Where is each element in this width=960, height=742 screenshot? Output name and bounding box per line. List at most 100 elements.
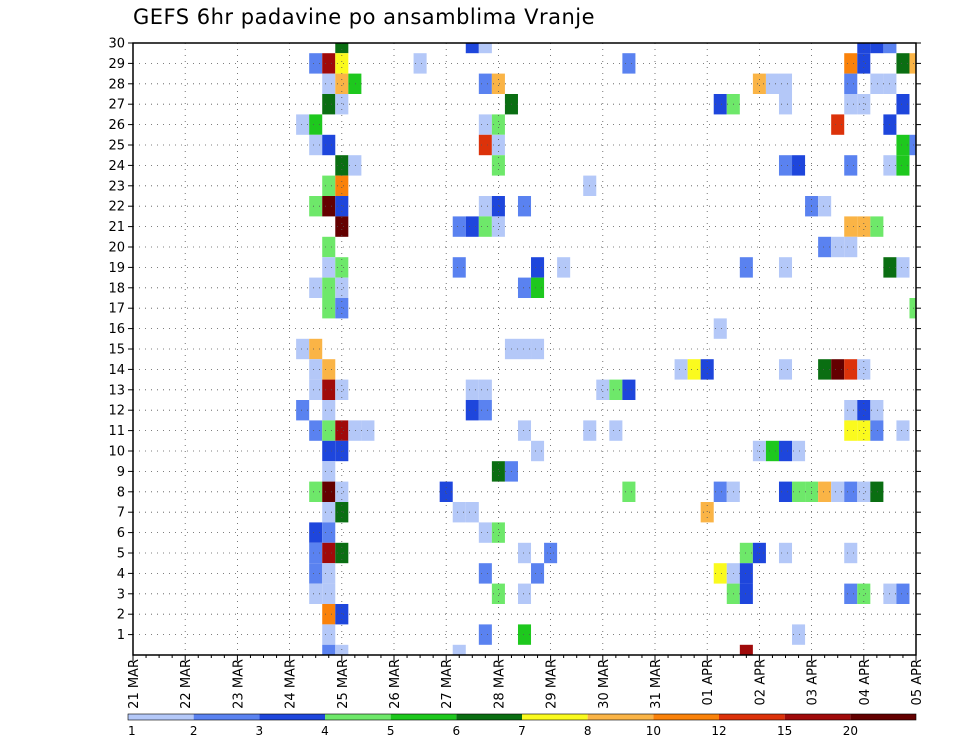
heatmap-cell xyxy=(491,522,505,543)
heatmap-cell xyxy=(309,277,323,298)
heatmap-cell xyxy=(322,277,336,298)
heatmap-cell xyxy=(322,379,336,400)
heatmap-cell xyxy=(309,420,323,441)
heatmap-cell xyxy=(700,502,714,523)
x-tick-label: 29 MAR xyxy=(545,659,560,709)
heatmap-cell xyxy=(831,481,845,502)
heatmap-cell xyxy=(309,134,323,156)
heatmap-cell xyxy=(857,94,871,115)
heatmap-cell xyxy=(335,298,349,319)
y-tick-label: 14 xyxy=(108,363,125,378)
x-tick-label: 21 MAR xyxy=(127,659,142,709)
heatmap-cell xyxy=(818,481,832,502)
y-tick-label: 10 xyxy=(108,445,125,460)
heatmap-cell xyxy=(322,53,336,74)
heatmap-cell xyxy=(674,359,688,380)
heatmap-cell xyxy=(322,73,336,94)
heatmap-cell xyxy=(309,53,323,74)
heatmap-cell xyxy=(765,440,779,462)
heatmap-cell xyxy=(909,298,916,319)
heatmap-cell xyxy=(478,196,492,217)
heatmap-cell xyxy=(739,583,753,604)
heatmap-cell xyxy=(491,461,505,482)
heatmap-cell xyxy=(322,604,336,625)
heatmap-cell xyxy=(857,420,871,441)
y-tick-label: 29 xyxy=(108,57,125,72)
heatmap-cell xyxy=(296,400,310,421)
legend-swatch xyxy=(653,714,719,720)
heatmap-cell xyxy=(465,216,479,237)
heatmap-cell xyxy=(844,359,858,380)
heatmap-cell xyxy=(909,53,916,74)
heatmap-cell xyxy=(322,583,336,604)
legend-label: 5 xyxy=(387,724,395,738)
heatmap-cell xyxy=(478,563,492,584)
heatmap-cell xyxy=(517,624,532,645)
y-tick-label: 19 xyxy=(108,261,125,276)
y-tick-label: 21 xyxy=(108,220,125,235)
heatmap-cell xyxy=(335,196,349,217)
heatmap-cell xyxy=(322,542,336,564)
y-tick-label: 3 xyxy=(117,587,125,602)
heatmap-cell xyxy=(713,481,727,502)
x-tick-label: 22 MAR xyxy=(179,659,194,709)
x-tick-label: 27 MAR xyxy=(440,659,455,709)
heatmap-cell xyxy=(883,43,897,54)
y-tick-label: 12 xyxy=(108,404,125,419)
heatmap-cell xyxy=(322,359,336,380)
heatmap-cell xyxy=(844,155,858,176)
heatmap-cell xyxy=(335,277,349,298)
heatmap-cell xyxy=(857,400,871,421)
heatmap-cell xyxy=(687,359,701,380)
heatmap-cell xyxy=(335,604,349,625)
heatmap-cell xyxy=(896,420,910,441)
heatmap-cell xyxy=(478,216,492,237)
heatmap-cell xyxy=(844,583,858,604)
heatmap-cell xyxy=(870,481,884,502)
heatmap-cell xyxy=(857,481,871,502)
heatmap-cell xyxy=(335,155,349,176)
heatmap-cell xyxy=(517,420,532,441)
legend-label: 15 xyxy=(777,724,792,738)
heatmap-cell xyxy=(335,43,349,54)
heatmap-cell xyxy=(778,94,793,115)
heatmap-cell xyxy=(609,379,623,400)
heatmap-cell xyxy=(517,277,532,298)
chart-title: GEFS 6hr padavine po ansamblima Vranje xyxy=(133,5,596,29)
heatmap-cell xyxy=(517,583,532,604)
heatmap-cell xyxy=(857,359,871,380)
heatmap-cell xyxy=(491,114,505,135)
y-tick-label: 1 xyxy=(117,628,125,643)
heatmap-cell xyxy=(322,440,336,462)
heatmap-cell xyxy=(491,196,505,217)
heatmap-cell xyxy=(818,359,832,380)
legend-swatch xyxy=(128,714,194,720)
heatmap-cell xyxy=(622,481,636,502)
y-tick-label: 2 xyxy=(117,608,125,623)
heatmap-cell xyxy=(335,216,349,237)
x-tick-label: 26 MAR xyxy=(388,659,403,709)
y-tick-label: 9 xyxy=(117,465,125,480)
heatmap-cell xyxy=(309,583,323,604)
heatmap-cell xyxy=(857,53,871,74)
heatmap-cell xyxy=(478,114,492,135)
legend-swatch xyxy=(719,714,785,720)
legend-swatch xyxy=(522,714,588,720)
heatmap-cell xyxy=(465,379,479,400)
heatmap-cell xyxy=(335,94,349,115)
legend-label: 6 xyxy=(453,724,461,738)
heatmap-cell xyxy=(857,216,871,237)
heatmap-cell xyxy=(517,542,532,564)
heatmap-cell xyxy=(870,73,884,94)
heatmap-cell xyxy=(322,400,336,421)
heatmap-cell xyxy=(322,298,336,319)
heatmap-cell xyxy=(309,359,323,380)
legend-swatch xyxy=(193,714,260,720)
x-tick-label: 02 APR xyxy=(753,659,768,705)
heatmap-cell xyxy=(844,216,858,237)
legend-frame xyxy=(127,713,917,721)
heatmap-cell xyxy=(713,94,727,115)
heatmap-cell xyxy=(309,481,323,502)
heatmap-cell xyxy=(322,420,336,441)
heatmap-cell xyxy=(322,94,336,115)
